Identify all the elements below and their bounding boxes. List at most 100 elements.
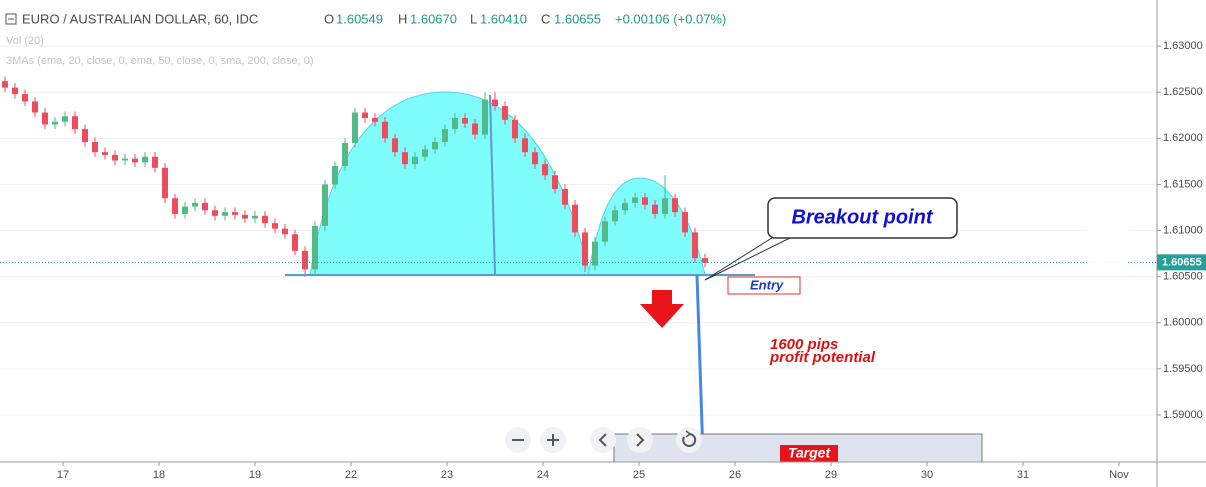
candle-body — [432, 142, 438, 150]
candle-body — [422, 149, 428, 157]
change-value: +0.00106 (+0.07%) — [615, 11, 726, 26]
candle-body — [172, 198, 178, 214]
candle-body — [462, 118, 468, 124]
candle-body — [602, 221, 608, 242]
zoom-out-button[interactable] — [505, 427, 531, 453]
candles — [2, 76, 708, 277]
candle-body — [592, 241, 598, 266]
candle-body — [442, 129, 448, 143]
ohlc-value: 1.60410 — [480, 11, 527, 26]
x-tick-label: 23 — [441, 469, 453, 481]
candle-body — [372, 118, 378, 122]
y-tick-label: 1.59000 — [1163, 409, 1203, 421]
x-tick-label: 30 — [921, 469, 933, 481]
callout-pointer — [704, 237, 791, 281]
candle-body — [312, 225, 318, 270]
ohlc-value: 1.60655 — [554, 11, 601, 26]
candle-body — [2, 81, 8, 88]
candle-body — [682, 212, 688, 233]
x-tick-label: 29 — [825, 469, 837, 481]
candle-body — [642, 197, 648, 205]
callout-pointer — [704, 235, 776, 281]
zoom-in-button[interactable] — [540, 427, 566, 453]
entry-box — [727, 276, 801, 295]
indicator-label: 3MAs (ema, 20, close, 0, ema, 50, close,… — [6, 55, 314, 67]
candle-body — [662, 198, 668, 214]
breakout-label: Breakout point — [791, 206, 933, 228]
candle-body — [672, 198, 678, 213]
y-tick-label: 1.61000 — [1163, 224, 1203, 236]
candle-body — [132, 158, 138, 163]
candle-body — [392, 138, 398, 153]
candle-body — [272, 223, 278, 229]
candle-body — [32, 101, 38, 113]
head-height-line — [489, 94, 496, 276]
candle-body — [232, 212, 238, 215]
candle-body — [652, 204, 658, 214]
candle-body — [212, 210, 218, 216]
collapse-icon[interactable] — [5, 13, 17, 25]
x-tick-label: 18 — [153, 469, 165, 481]
candle-body — [332, 165, 338, 185]
candle-body — [582, 232, 588, 266]
candle-body — [72, 116, 78, 130]
last-price-label: 1.60655 — [1162, 256, 1202, 268]
scroll-right-button[interactable] — [627, 427, 653, 453]
grid — [0, 45, 1157, 416]
candle-body — [562, 189, 568, 205]
ohlc-value: 1.60549 — [336, 11, 383, 26]
y-tick-label: 1.61500 — [1163, 178, 1203, 190]
ohlc-key: C — [541, 11, 550, 26]
candle-body — [542, 164, 548, 176]
candle-body — [322, 184, 328, 226]
scroll-handle[interactable] — [1080, 214, 1136, 270]
x-tick-label: Nov — [1109, 469, 1129, 481]
x-tick-label: 17 — [57, 469, 69, 481]
target-label-bg — [780, 445, 838, 462]
profit-label: profit potential — [769, 349, 876, 366]
candle-body — [492, 99, 498, 107]
x-tick-label: 19 — [249, 469, 261, 481]
x-tick-label: 22 — [345, 469, 357, 481]
y-tick-label: 1.63000 — [1163, 40, 1203, 52]
ohlc-key: L — [470, 11, 477, 26]
candle-body — [502, 106, 508, 120]
y-tick-label: 1.60000 — [1163, 317, 1203, 329]
y-tick-label: 1.62500 — [1163, 86, 1203, 98]
scroll-left-button[interactable] — [590, 427, 616, 453]
pips-label: 1600 pips — [770, 336, 838, 353]
candle-body — [82, 129, 88, 143]
candle-body — [122, 158, 128, 161]
candle-body — [632, 197, 638, 203]
candle-body — [532, 152, 538, 165]
candle-body — [102, 152, 108, 155]
candle-body — [162, 167, 168, 199]
candle-body — [252, 215, 258, 219]
target-projection-line — [695, 274, 705, 457]
candle-body — [512, 119, 518, 139]
candle-body — [262, 215, 268, 224]
entry-label: Entry — [750, 277, 784, 292]
target-label: Target — [788, 445, 832, 461]
candle-body — [612, 210, 618, 222]
x-tick-label: 24 — [537, 469, 549, 481]
y-tick-label: 1.60500 — [1163, 271, 1203, 283]
candle-body — [62, 116, 68, 122]
candle-body — [192, 202, 198, 207]
candle-body — [282, 228, 288, 235]
candle-body — [52, 121, 58, 125]
x-tick-label: 25 — [633, 469, 645, 481]
indicator-label: Vol (20) — [6, 35, 44, 47]
reset-button[interactable] — [676, 427, 702, 453]
ohlc-value: 1.60670 — [410, 11, 457, 26]
down-arrow — [640, 290, 684, 328]
candle-body — [22, 94, 28, 102]
x-tick-label: 31 — [1017, 469, 1029, 481]
candle-body — [362, 112, 368, 119]
candle-body — [382, 121, 388, 139]
candle-body — [352, 112, 358, 143]
ohlc-key: O — [324, 11, 334, 26]
candle-body — [342, 142, 348, 166]
candle-body — [692, 232, 698, 259]
